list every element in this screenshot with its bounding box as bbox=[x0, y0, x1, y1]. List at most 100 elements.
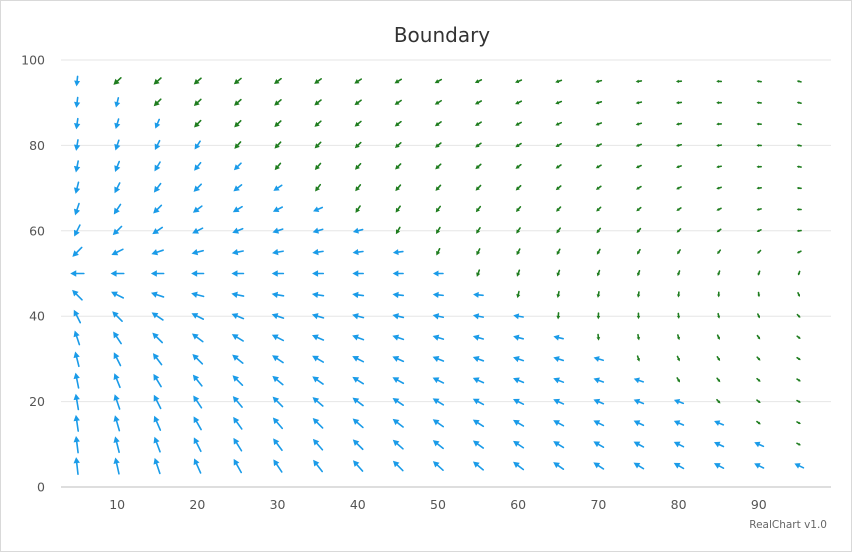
vector-arrow bbox=[435, 163, 442, 170]
vector-arrow bbox=[635, 79, 643, 84]
vector-arrow bbox=[756, 229, 762, 232]
vector-arrow bbox=[797, 270, 801, 276]
vector-arrow bbox=[636, 227, 642, 233]
vector-arrow bbox=[394, 142, 402, 148]
vector-arrow bbox=[432, 334, 445, 341]
vector-arrow bbox=[472, 313, 484, 320]
vector-arrow bbox=[312, 376, 324, 385]
vector-arrow bbox=[392, 460, 404, 472]
vector-arrow bbox=[716, 186, 722, 190]
vector-arrow bbox=[192, 205, 203, 213]
vector-arrow bbox=[112, 311, 123, 322]
vector-arrow bbox=[472, 461, 484, 471]
vector-arrow bbox=[713, 463, 725, 469]
vector-arrow bbox=[74, 224, 81, 237]
vector-arrow bbox=[556, 248, 561, 255]
vector-arrow bbox=[191, 313, 205, 320]
vector-arrow bbox=[796, 421, 801, 425]
vector-arrow bbox=[150, 270, 165, 277]
vector-arrow bbox=[556, 290, 561, 299]
vector-arrow bbox=[555, 143, 562, 147]
vector-arrow bbox=[394, 120, 402, 127]
vector-arrow bbox=[273, 438, 283, 452]
vector-arrow bbox=[152, 332, 163, 344]
vector-arrow bbox=[436, 226, 441, 234]
y-tick-label: 20 bbox=[29, 394, 45, 409]
vector-arrow bbox=[556, 227, 561, 234]
vector-arrow bbox=[756, 208, 762, 211]
y-tick-label: 40 bbox=[29, 309, 45, 324]
y-tick-label: 0 bbox=[37, 480, 45, 495]
vector-arrow bbox=[114, 139, 121, 151]
vector-arrow bbox=[555, 100, 563, 105]
vector-arrow bbox=[272, 355, 284, 364]
vector-arrow bbox=[152, 353, 163, 366]
vector-arrow bbox=[636, 269, 641, 277]
vector-arrow bbox=[716, 101, 723, 105]
vector-arrow bbox=[553, 420, 565, 427]
vector-arrow bbox=[152, 226, 164, 235]
vector-arrow bbox=[432, 291, 444, 299]
vector-arrow bbox=[74, 75, 81, 87]
vector-arrow bbox=[796, 335, 801, 339]
vector-arrow bbox=[111, 291, 125, 299]
vector-arrow bbox=[435, 142, 442, 148]
vector-arrow bbox=[472, 440, 485, 449]
vector-arrow bbox=[635, 122, 643, 126]
vector-arrow bbox=[234, 98, 242, 106]
vector-arrow bbox=[677, 249, 681, 255]
vector-arrow bbox=[151, 249, 164, 256]
vector-arrow bbox=[432, 398, 445, 406]
vector-arrow bbox=[395, 226, 401, 235]
vector-arrow bbox=[475, 163, 482, 170]
vector-arrow bbox=[475, 121, 482, 126]
vector-arrow bbox=[472, 356, 485, 363]
vector-arrow bbox=[352, 334, 365, 341]
vector-arrow bbox=[516, 269, 521, 277]
vector-arrow bbox=[154, 139, 161, 151]
vector-arrow bbox=[556, 206, 562, 212]
vector-arrow bbox=[757, 291, 761, 298]
vector-arrow bbox=[392, 291, 405, 299]
vector-arrow bbox=[114, 182, 121, 194]
vector-arrow bbox=[231, 313, 245, 320]
vector-arrow bbox=[354, 99, 362, 106]
vector-arrow bbox=[716, 165, 722, 169]
x-tick-label: 20 bbox=[189, 497, 205, 512]
vector-arrow bbox=[114, 97, 121, 108]
vector-arrow bbox=[717, 291, 721, 298]
vector-arrow bbox=[796, 229, 802, 233]
vector-arrow bbox=[395, 184, 402, 192]
vector-arrow bbox=[756, 79, 762, 83]
vector-arrow bbox=[233, 162, 242, 171]
vector-arrow bbox=[392, 418, 404, 428]
vector-arrow bbox=[352, 397, 364, 407]
vector-arrow bbox=[595, 143, 602, 147]
vector-arrow bbox=[515, 100, 523, 105]
vector-arrow bbox=[394, 78, 403, 84]
vector-arrow bbox=[796, 165, 802, 169]
vector-arrow bbox=[352, 227, 364, 234]
chart-title: Boundary bbox=[394, 23, 490, 47]
vector-arrow bbox=[193, 183, 202, 192]
vector-arrow bbox=[513, 377, 525, 384]
vector-arrow bbox=[352, 291, 365, 299]
vector-arrow bbox=[312, 418, 324, 429]
vector-arrow bbox=[273, 184, 283, 191]
x-tick-label: 80 bbox=[671, 497, 687, 512]
vector-arrow bbox=[716, 122, 723, 126]
vector-arrow bbox=[271, 270, 285, 277]
vector-arrow bbox=[593, 356, 605, 362]
vector-arrow bbox=[354, 141, 362, 149]
vector-arrow bbox=[194, 119, 202, 128]
vector-arrow bbox=[633, 398, 645, 405]
vector-arrow bbox=[636, 333, 641, 341]
vector-arrow bbox=[114, 160, 121, 172]
vector-arrow bbox=[312, 248, 324, 256]
x-tick-label: 50 bbox=[430, 497, 446, 512]
vector-arrow bbox=[757, 249, 762, 254]
vector-arrow bbox=[513, 440, 525, 449]
vector-arrow bbox=[394, 99, 402, 105]
vector-arrow bbox=[234, 119, 242, 128]
vector-arrow bbox=[633, 377, 645, 384]
